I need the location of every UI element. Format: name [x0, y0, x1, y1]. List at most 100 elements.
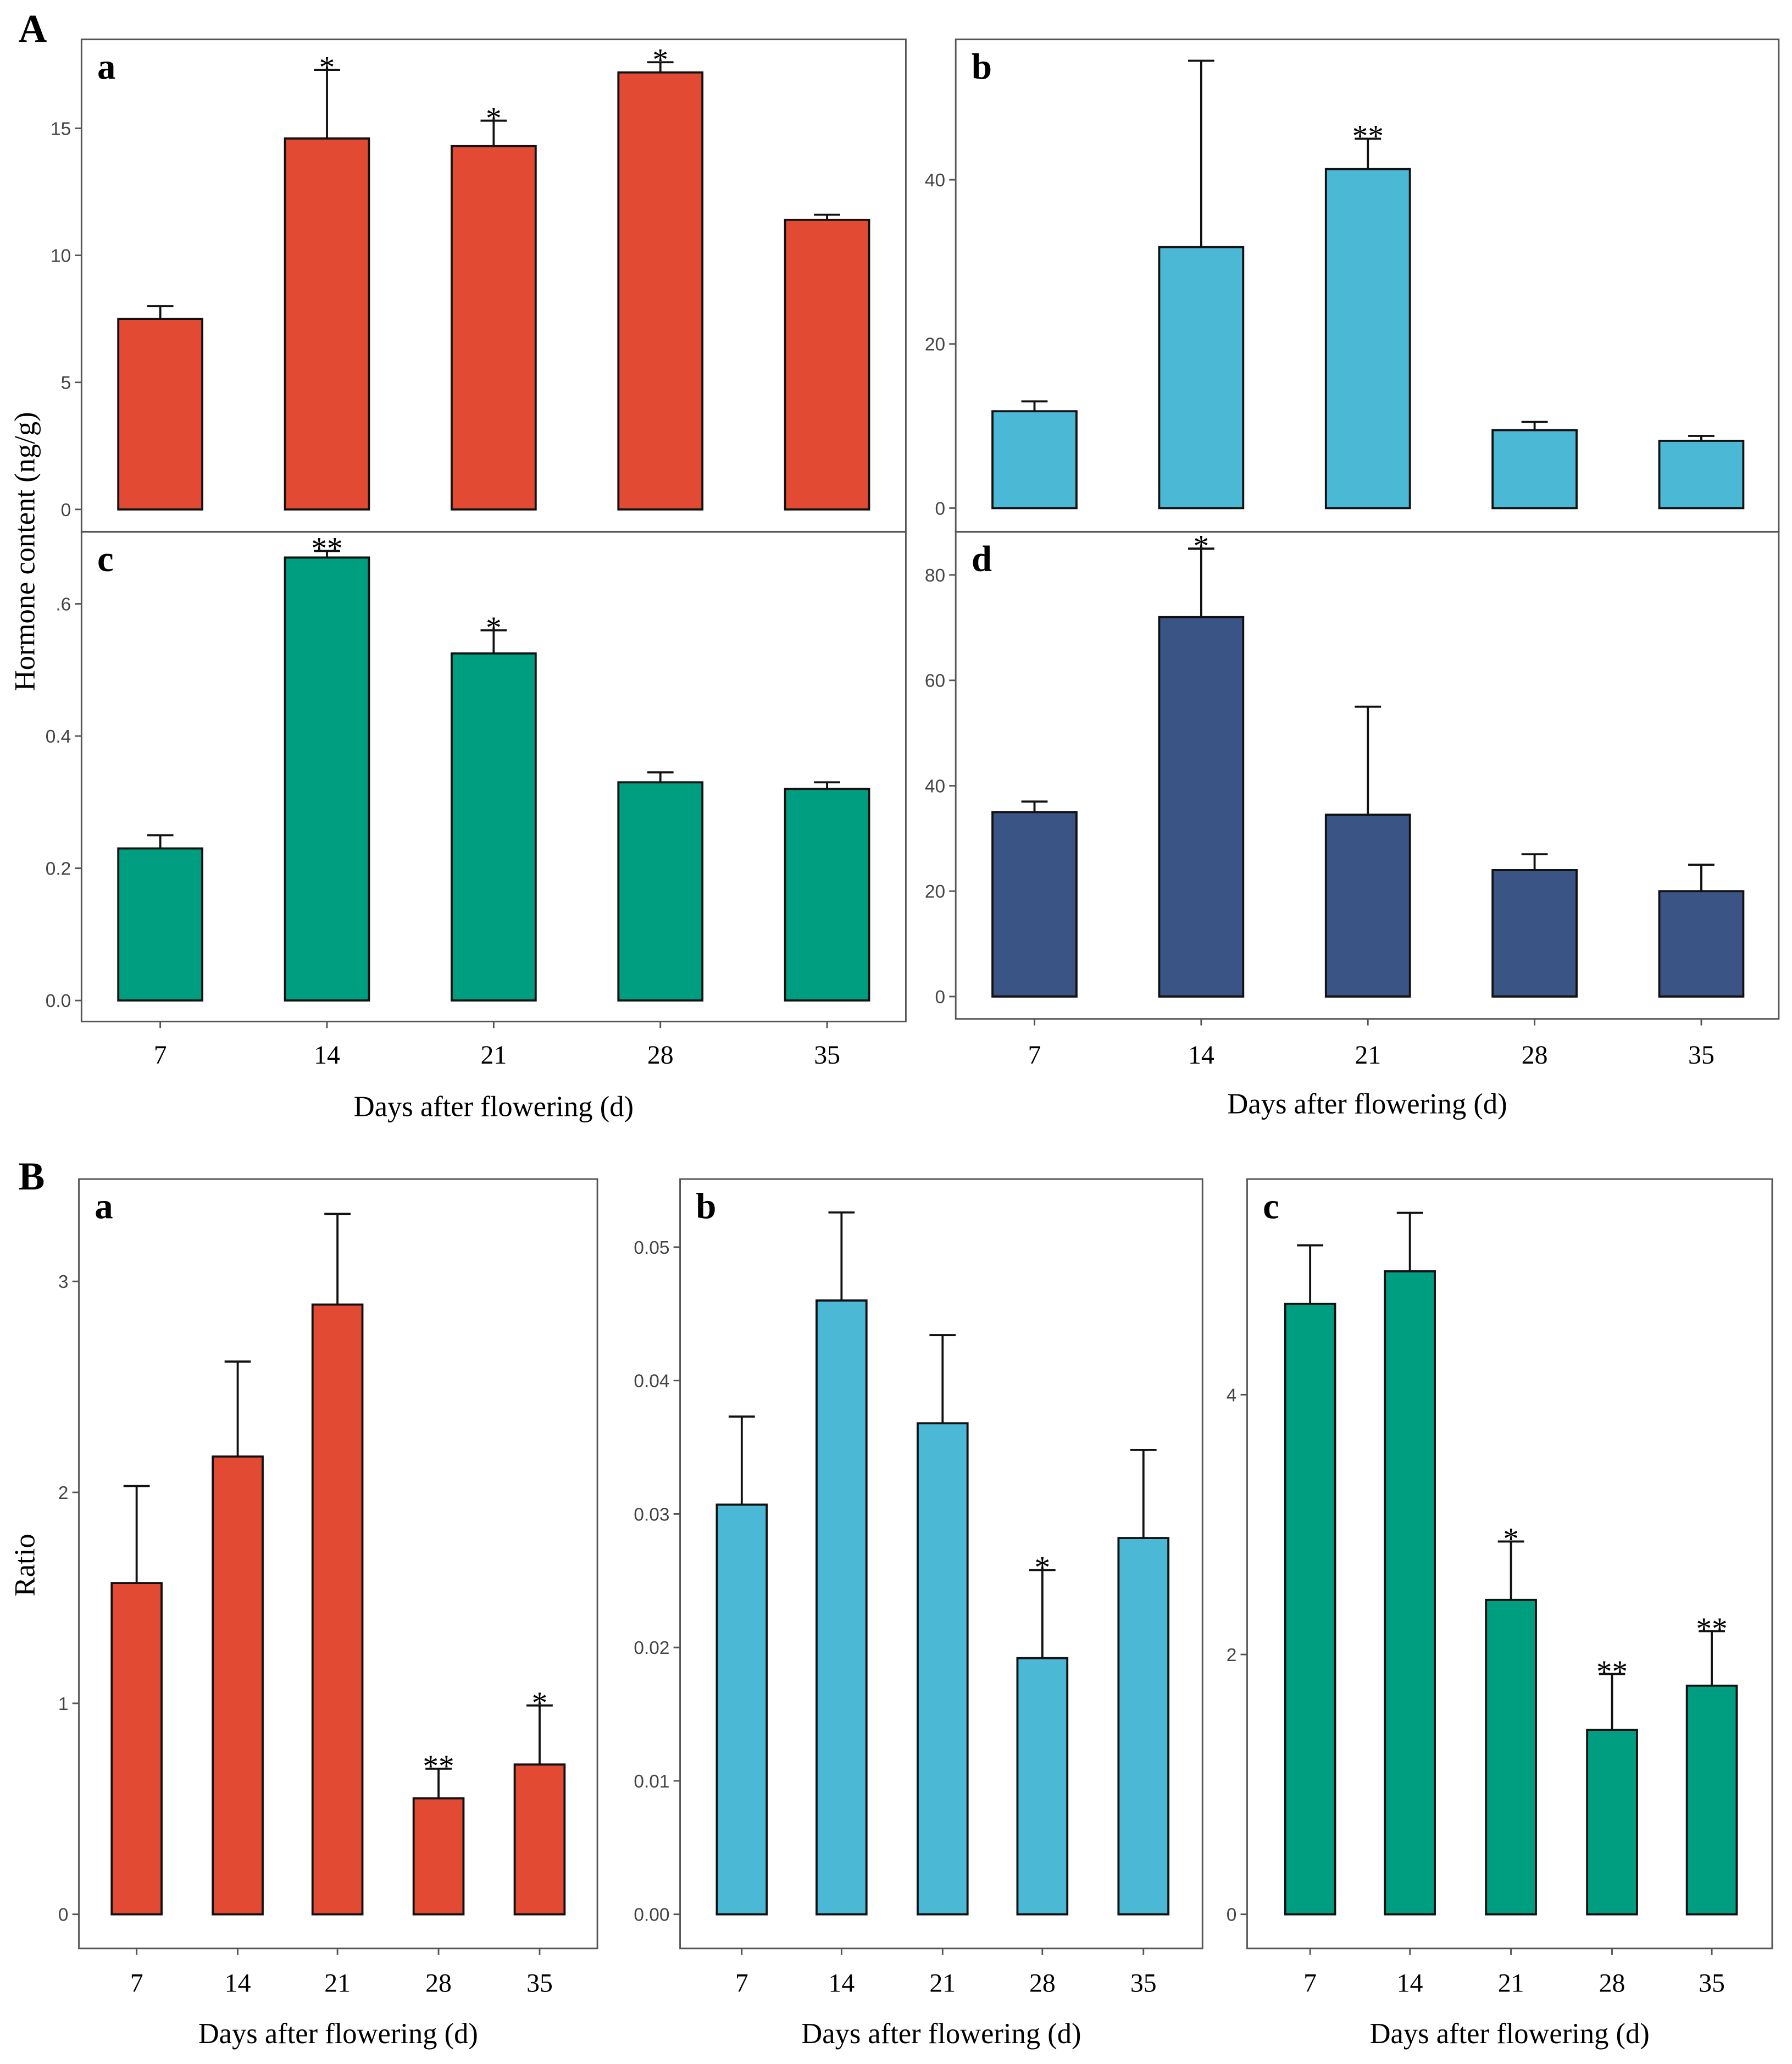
bar-7	[110, 1582, 163, 1916]
bar-7	[715, 1503, 768, 1916]
x-tick-label: 35	[1699, 1969, 1725, 1998]
x-axis-label: Days after flowering (d)	[1227, 1088, 1507, 1120]
y-tick-label: 15	[51, 119, 71, 139]
bar-14	[212, 1455, 264, 1916]
x-tick-label: 21	[324, 1969, 351, 1998]
significance-marker: **	[1596, 1654, 1628, 1689]
figure-label-A: A	[19, 7, 47, 51]
x-tick-label: 28	[1029, 1969, 1056, 1998]
significance-marker: *	[1035, 1551, 1051, 1585]
bar-28	[412, 1797, 465, 1916]
significance-marker: **	[1352, 119, 1384, 154]
panel-A-a: a 0 5 10 15 * * *	[51, 38, 907, 533]
bar-7	[1284, 1303, 1336, 1916]
panel-label: d	[972, 539, 992, 579]
panel-label: a	[95, 1186, 113, 1227]
bar-14	[1158, 246, 1245, 510]
bar-21	[1324, 814, 1411, 998]
x-tick-label: 14	[1397, 1969, 1423, 1998]
y-tick-label: 1	[58, 1694, 69, 1714]
y-tick-label: 0	[58, 1905, 69, 1925]
x-tick-label: 28	[425, 1969, 452, 1998]
significance-marker: **	[423, 1749, 454, 1784]
x-tick-label: 21	[480, 1041, 507, 1070]
x-tick-label: 14	[1188, 1041, 1214, 1070]
y-tick-label: 0.03	[634, 1504, 669, 1525]
bar-7	[117, 318, 203, 511]
y-tick-label: 0.05	[634, 1238, 669, 1258]
bar-21	[451, 652, 537, 1002]
significance-marker: **	[311, 532, 342, 566]
bar-7	[991, 410, 1078, 510]
bar-35	[1117, 1537, 1170, 1916]
y-tick-label: 0.4	[46, 727, 71, 747]
x-axis-label: Days after flowering (d)	[801, 2018, 1081, 2050]
x-tick-label: 14	[314, 1041, 340, 1070]
x-tick-label: 7	[130, 1969, 143, 1998]
bar-35	[1685, 1684, 1738, 1916]
y-tick-label: 2	[1227, 1645, 1237, 1665]
x-tick-label: 14	[225, 1969, 251, 1998]
y-tick-label: 0.04	[634, 1371, 669, 1392]
bar-28	[1586, 1729, 1638, 1916]
x-tick-label: 21	[1498, 1969, 1524, 1998]
bar-35	[1658, 890, 1745, 998]
x-tick-label: 7	[154, 1041, 167, 1070]
significance-marker: *	[652, 43, 668, 78]
bar-35	[1658, 440, 1745, 510]
x-axis-label: Days after flowering (d)	[354, 1091, 634, 1122]
significance-marker: **	[1696, 1612, 1727, 1646]
y-tick-label: 40	[925, 776, 945, 796]
panel-A-c: c 0.0 0.2 0.4 .6 7 ** 14 * 21 28 35 Days after flowe…	[46, 530, 907, 1122]
y-tick-label: 10	[51, 246, 71, 267]
bar-35	[784, 218, 870, 511]
y-tick-label: 0.0	[46, 991, 71, 1011]
y-tick-label: 0.2	[46, 859, 71, 879]
panel-label: b	[972, 46, 992, 87]
x-tick-label: 14	[828, 1969, 855, 1998]
x-tick-label: 21	[929, 1969, 956, 1998]
y-tick-label: 0	[935, 499, 945, 519]
x-axis-label: Days after flowering (d)	[1370, 2018, 1650, 2050]
bar-28	[617, 781, 704, 1002]
panel-label: c	[97, 539, 114, 579]
x-tick-label: 21	[1355, 1041, 1381, 1070]
x-tick-label: 28	[1522, 1041, 1548, 1070]
bar-14	[284, 556, 370, 1002]
y-tick-label: 0	[935, 987, 945, 1008]
y-tick-label: 60	[925, 671, 945, 691]
y-tick-label: 40	[925, 170, 945, 191]
y-tick-label: 0	[61, 500, 71, 521]
bar-21	[917, 1422, 969, 1916]
y-tick-label: 3	[58, 1272, 69, 1292]
x-tick-label: 35	[814, 1041, 840, 1070]
bar-35	[513, 1763, 566, 1916]
panel-B-a: a 0 1 2 3 7 14 21 ** 28 * 35 Days after flowering (d…	[58, 1178, 598, 2050]
y-tick-label: 5	[61, 373, 71, 394]
bar-21	[311, 1303, 364, 1916]
bar-14	[284, 137, 370, 511]
significance-marker: *	[319, 50, 335, 85]
bar-7	[991, 811, 1078, 998]
panel-label: c	[1263, 1186, 1279, 1227]
bar-7	[117, 847, 203, 1002]
bar-14	[1384, 1270, 1436, 1916]
y-tick-label: 4	[1227, 1385, 1237, 1405]
y-tick-label: 2	[58, 1483, 69, 1503]
panel-B-b: b 0.00 0.01 0.02 0.03 0.04 0.05 7 14 21 * 28 35 Days …	[634, 1178, 1203, 2050]
significance-marker: *	[532, 1686, 548, 1720]
significance-marker: *	[486, 611, 502, 645]
bar-28	[1491, 429, 1578, 510]
bar-14	[815, 1299, 868, 1916]
x-tick-label: 35	[1688, 1041, 1715, 1070]
y-tick-label: 20	[925, 882, 945, 902]
x-tick-label: 35	[1130, 1969, 1157, 1998]
y-tick-label: 0.01	[634, 1772, 669, 1792]
bar-28	[1016, 1657, 1069, 1916]
y-tick-label: 80	[925, 566, 945, 586]
bar-14	[1158, 616, 1245, 998]
significance-marker: *	[1194, 529, 1210, 563]
y-axis-label-A: Hormone content (ng/g)	[9, 412, 41, 691]
bar-21	[1485, 1598, 1537, 1916]
